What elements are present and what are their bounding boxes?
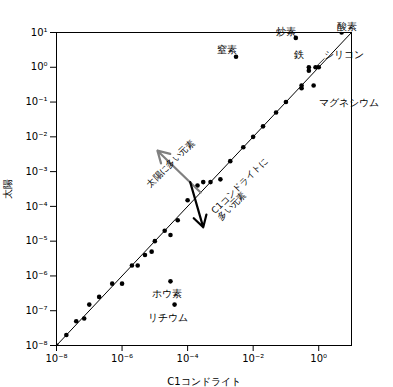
svg-text:太陽に多い元素: 太陽に多い元素	[145, 138, 197, 190]
svg-text:マグネシウム: マグネシウム	[319, 97, 379, 108]
svg-text:10⁻¹: 10⁻¹	[25, 96, 47, 107]
svg-text:10⁻⁵: 10⁻⁵	[25, 235, 47, 246]
svg-text:10⁰: 10⁰	[31, 61, 48, 72]
svg-text:10⁻³: 10⁻³	[25, 166, 47, 177]
svg-text:10⁻⁸: 10⁻⁸	[45, 353, 67, 364]
svg-text:窒素: 窒素	[217, 44, 237, 55]
svg-text:酸素: 酸素	[337, 21, 357, 32]
svg-text:リチウム: リチウム	[148, 312, 188, 323]
svg-text:10⁻⁶: 10⁻⁶	[111, 353, 133, 364]
svg-text:太陽: 太陽	[2, 179, 13, 199]
svg-text:シリコン: シリコン	[324, 49, 364, 60]
svg-text:10⁻²: 10⁻²	[25, 131, 47, 142]
svg-text:10⁻⁷: 10⁻⁷	[25, 305, 47, 316]
svg-text:10⁻⁴: 10⁻⁴	[25, 201, 47, 212]
svg-text:10⁻⁶: 10⁻⁶	[25, 270, 47, 281]
svg-text:10⁰: 10⁰	[310, 353, 327, 364]
svg-text:ホウ素: ホウ素	[152, 288, 182, 299]
svg-text:C1コンドライトに多い元素: C1コンドライトに多い元素	[209, 156, 275, 222]
svg-text:10⁻²: 10⁻²	[242, 353, 264, 364]
svg-text:10¹: 10¹	[31, 27, 48, 38]
svg-text:10⁻⁸: 10⁻⁸	[25, 340, 47, 351]
svg-text:C1コンドライト: C1コンドライト	[167, 376, 240, 387]
svg-text:鉄: 鉄	[294, 49, 304, 60]
svg-text:10⁻⁴: 10⁻⁴	[177, 353, 199, 364]
svg-text:炒素: 炒素	[276, 26, 296, 37]
